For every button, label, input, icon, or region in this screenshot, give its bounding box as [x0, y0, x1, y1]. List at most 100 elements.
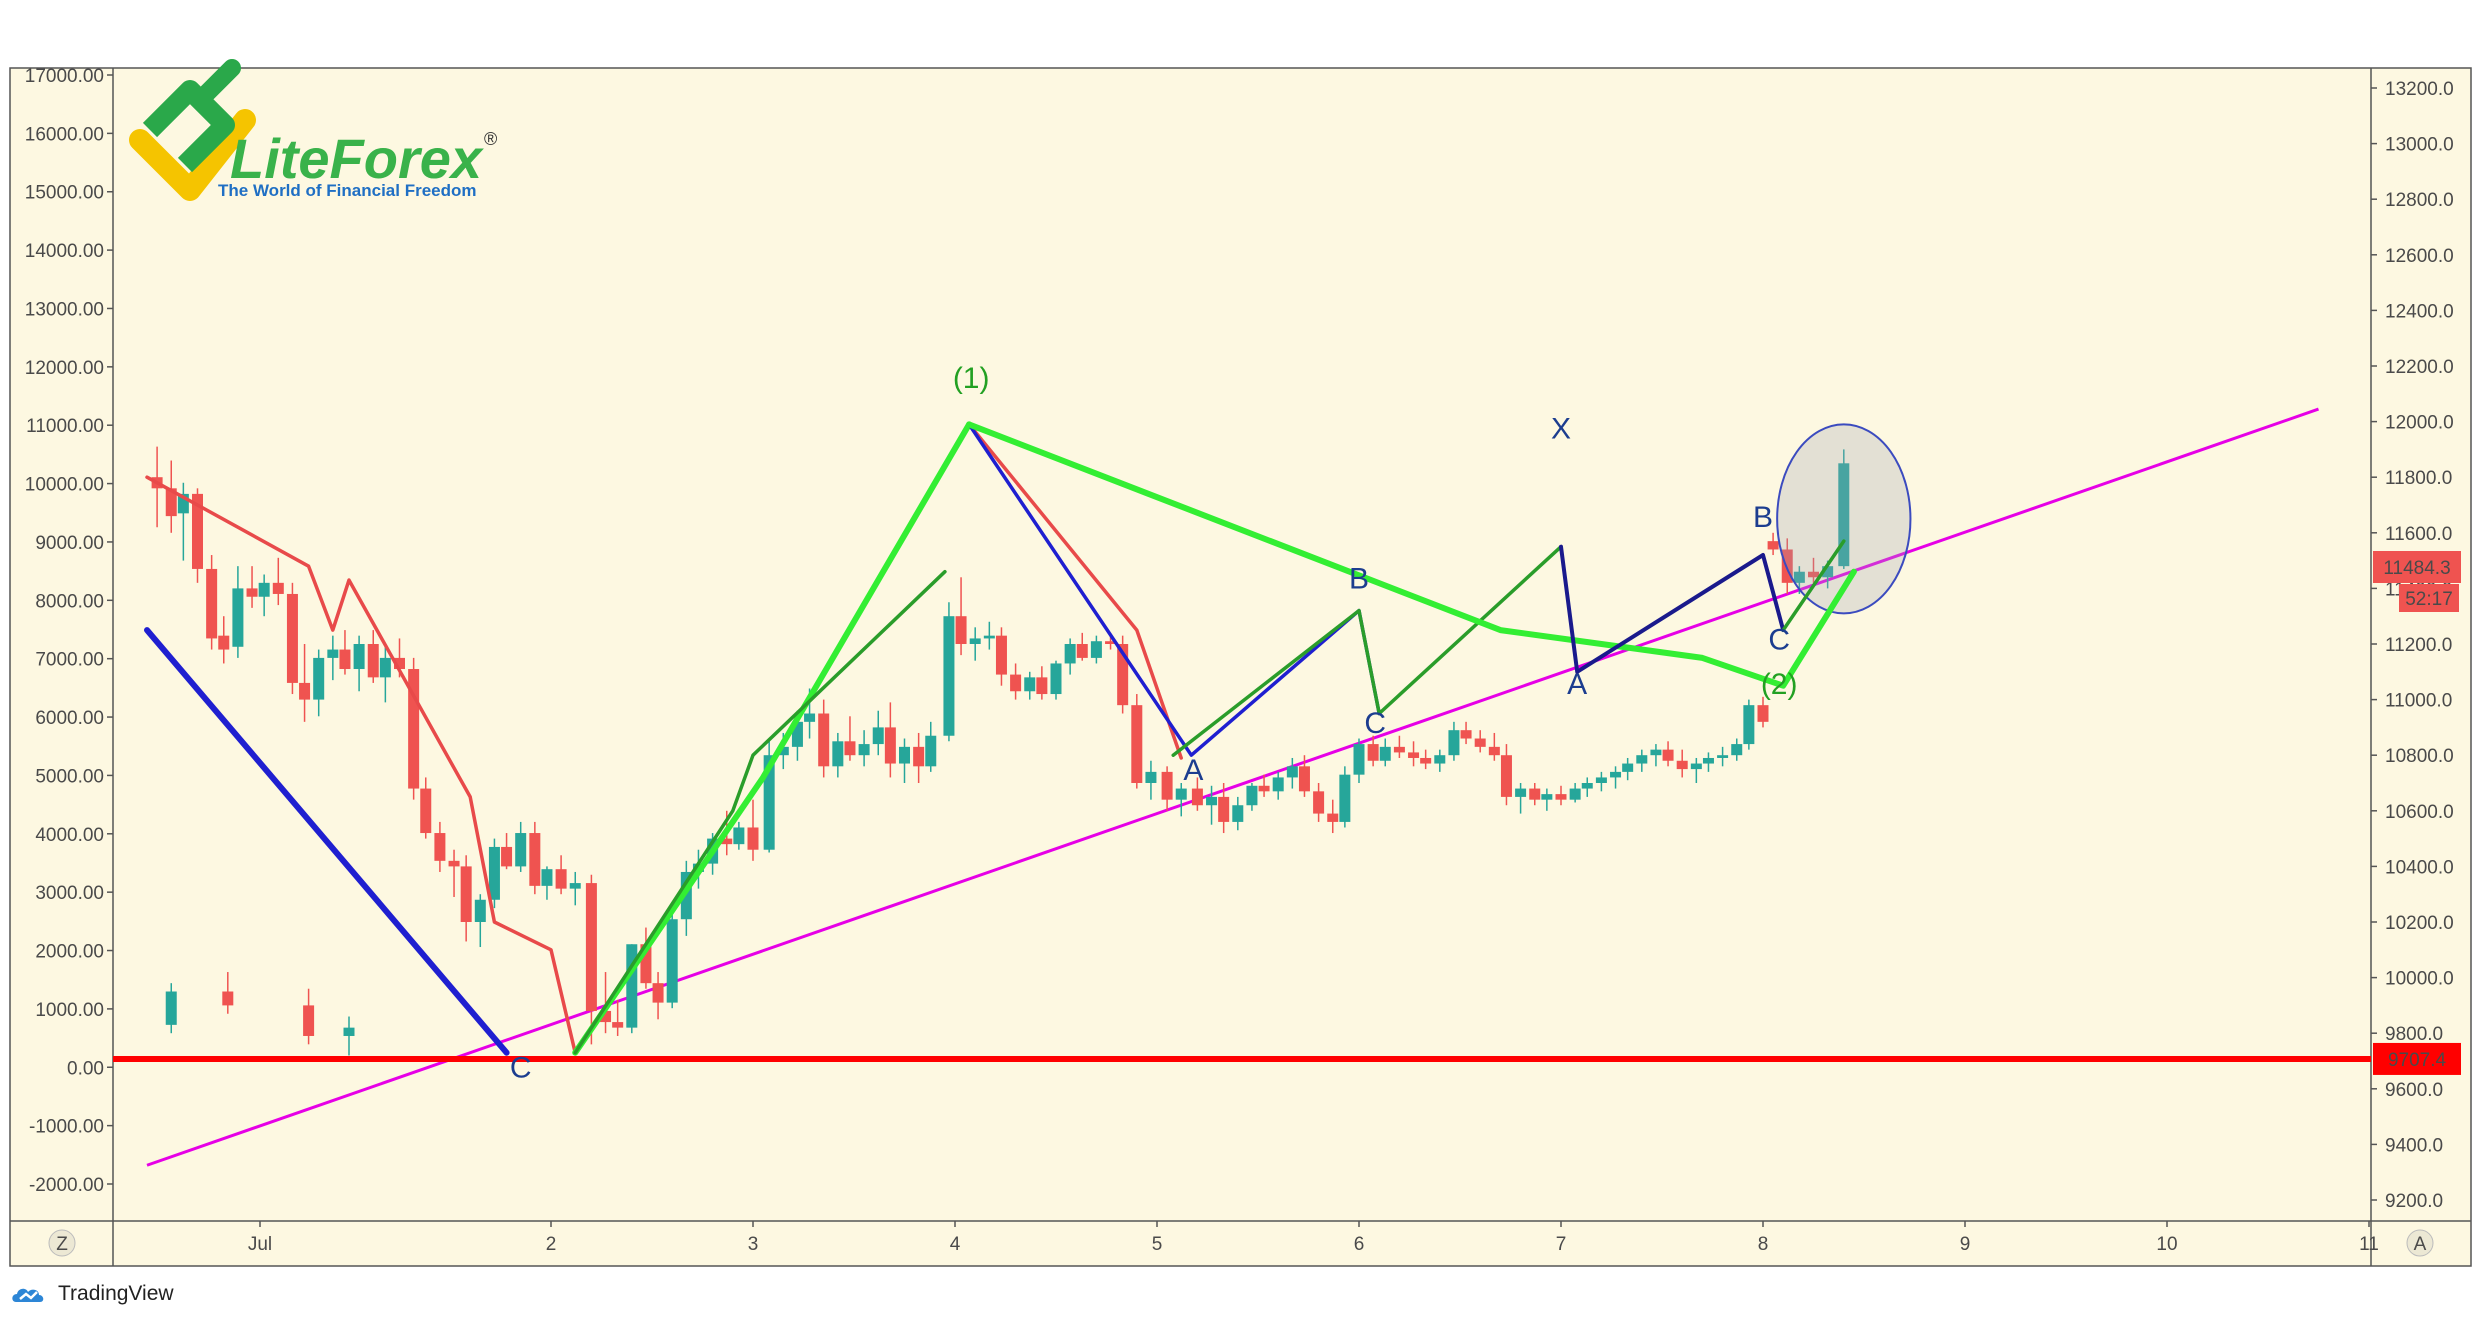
candle[interactable] [1191, 777, 1203, 811]
candle[interactable] [1313, 783, 1325, 822]
candle[interactable] [569, 871, 581, 906]
candle[interactable] [1555, 785, 1567, 806]
candle[interactable] [1175, 783, 1187, 817]
candle[interactable] [585, 874, 597, 1045]
candle[interactable] [1232, 796, 1244, 831]
candle[interactable] [1393, 735, 1405, 758]
candle[interactable] [1076, 632, 1088, 661]
candle[interactable] [488, 838, 500, 909]
candle[interactable] [1500, 744, 1512, 806]
candle[interactable] [1595, 771, 1607, 792]
rising-trendline[interactable] [146, 407, 2319, 1167]
scale-z-button-bg[interactable] [48, 1229, 76, 1257]
wave-path-green-correction-2[interactable] [966, 421, 1857, 689]
candle[interactable] [832, 732, 844, 778]
wave-path-blue-decline[interactable] [144, 627, 510, 1056]
candle[interactable] [501, 833, 513, 870]
candle[interactable] [1581, 777, 1593, 797]
candle[interactable] [600, 972, 612, 1034]
candle[interactable] [339, 630, 351, 675]
candle[interactable] [1161, 766, 1173, 811]
candle[interactable] [818, 699, 830, 778]
candle[interactable] [1781, 538, 1793, 594]
candle[interactable] [1650, 744, 1662, 767]
candle[interactable] [925, 721, 937, 772]
candle[interactable] [1488, 732, 1500, 761]
candle[interactable] [218, 616, 230, 664]
candle[interactable] [434, 821, 446, 872]
candle[interactable] [303, 988, 315, 1045]
candle[interactable] [1515, 783, 1527, 814]
candle[interactable] [640, 927, 652, 989]
candle[interactable] [1434, 749, 1446, 772]
candle[interactable] [1717, 746, 1729, 767]
candle[interactable] [1367, 735, 1379, 767]
candle[interactable] [541, 866, 553, 900]
wave-path-green-final[interactable] [1781, 539, 1846, 632]
candle[interactable] [747, 799, 759, 861]
candle[interactable] [733, 821, 745, 850]
candle[interactable] [272, 557, 284, 606]
candle[interactable] [327, 635, 339, 681]
candle[interactable] [680, 860, 692, 936]
candle[interactable] [408, 657, 420, 800]
candle[interactable] [1298, 755, 1310, 797]
candle[interactable] [844, 716, 856, 761]
candle[interactable] [983, 621, 995, 650]
candle[interactable] [460, 855, 472, 942]
candle[interactable] [1743, 699, 1755, 750]
candle[interactable] [1676, 749, 1688, 778]
candle[interactable] [1246, 783, 1258, 811]
candle[interactable] [1662, 741, 1674, 767]
candle[interactable] [246, 566, 258, 608]
candle[interactable] [1529, 783, 1541, 806]
candle[interactable] [206, 555, 218, 650]
wave-path-darkgreen-1[interactable] [573, 569, 947, 1055]
candle[interactable] [763, 741, 775, 853]
auto-scale-button-bg[interactable] [2406, 1229, 2434, 1257]
candle[interactable] [515, 821, 527, 872]
candle[interactable] [858, 730, 870, 767]
candle[interactable] [995, 627, 1007, 686]
candle[interactable] [1379, 738, 1391, 767]
candle[interactable] [1569, 783, 1581, 803]
candle[interactable] [474, 894, 486, 948]
candle[interactable] [1757, 696, 1769, 728]
candle[interactable] [448, 849, 460, 897]
candle[interactable] [1448, 721, 1460, 761]
candle[interactable] [1610, 766, 1622, 789]
candle[interactable] [286, 582, 298, 695]
wave-path-green-impulse-1[interactable] [572, 421, 973, 1056]
candle[interactable] [1206, 785, 1218, 825]
candle[interactable] [1690, 757, 1702, 783]
candle[interactable] [1218, 783, 1230, 834]
candle[interactable] [1036, 666, 1048, 700]
highlight-ellipse[interactable] [1776, 423, 1912, 615]
candle[interactable] [165, 460, 177, 533]
candle[interactable] [1353, 738, 1365, 783]
scale-z-button[interactable]: Z [48, 1229, 76, 1257]
candle[interactable] [1838, 449, 1850, 569]
candle[interactable] [1131, 694, 1143, 789]
wave-path-darkgreen-x[interactable] [1171, 544, 1563, 757]
candle[interactable] [1636, 749, 1648, 772]
candle[interactable] [913, 732, 925, 783]
candle[interactable] [1090, 635, 1102, 664]
candle[interactable] [1327, 799, 1339, 834]
candle[interactable] [299, 644, 311, 722]
candle[interactable] [1117, 635, 1129, 714]
candle[interactable] [666, 910, 678, 1009]
candle[interactable] [884, 702, 896, 778]
candle[interactable] [1731, 738, 1743, 761]
candle[interactable] [652, 972, 664, 1020]
wave-path-red-decline[interactable] [145, 475, 577, 1055]
candle[interactable] [1050, 660, 1062, 700]
candle[interactable] [872, 710, 884, 756]
candle[interactable] [1286, 757, 1298, 789]
candle[interactable] [313, 649, 325, 717]
candle[interactable] [420, 777, 432, 839]
candle[interactable] [1702, 752, 1714, 772]
candle[interactable] [899, 738, 910, 783]
candle[interactable] [1064, 638, 1076, 675]
candle[interactable] [529, 821, 541, 895]
